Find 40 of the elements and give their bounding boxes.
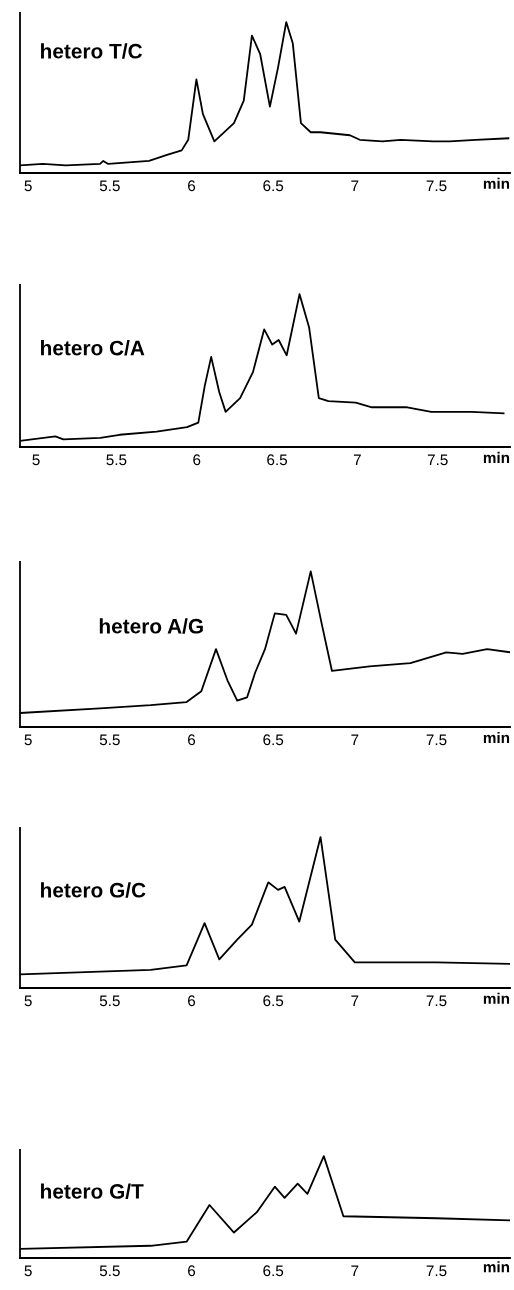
x-tick-label: 6.5 <box>263 180 284 192</box>
x-tick-label: 6.5 <box>263 995 284 1007</box>
x-tick-label: 7 <box>351 734 359 746</box>
text: hetero G/C <box>41 882 146 898</box>
x-tick-label: 6 <box>188 734 196 746</box>
x-tick-label: 5.5 <box>99 734 120 746</box>
x-tick-label: 6.5 <box>267 454 288 466</box>
x-tick-label: 5.5 <box>99 1265 120 1277</box>
x-tick-label: 6.5 <box>263 734 284 746</box>
x-tick-label: 7 <box>351 1265 359 1277</box>
x-tick-label: 5 <box>24 1265 32 1277</box>
x-tick-label: 5.5 <box>99 995 120 1007</box>
x-axis-title: min <box>483 1261 510 1273</box>
x-axis-title: min <box>483 451 510 463</box>
x-tick-label: 7.5 <box>427 454 448 466</box>
x-tick-label: 7.5 <box>426 180 447 192</box>
x-tick-label: 6.5 <box>263 1265 284 1277</box>
text: hetero G/T <box>41 1183 144 1199</box>
text: hetero C/A <box>41 340 145 356</box>
x-tick-label: 5 <box>24 734 32 746</box>
x-axis-title: min <box>483 731 510 744</box>
x-tick-label: 5.5 <box>106 454 127 466</box>
x-axis-title: min <box>483 992 510 1004</box>
x-tick-label: 7.5 <box>426 1265 447 1277</box>
x-tick-label: 7 <box>351 180 359 192</box>
x-tick-label: 5 <box>24 180 32 192</box>
x-tick-label: 6 <box>193 454 201 466</box>
x-tick-label: 7.5 <box>426 734 447 746</box>
x-axis-title: min <box>483 177 510 189</box>
x-tick-label: 5.5 <box>99 180 120 192</box>
x-tick-label: 5 <box>32 454 40 466</box>
x-tick-label: 5 <box>24 995 32 1007</box>
text: hetero T/C <box>41 43 143 59</box>
text: hetero A/G <box>99 618 203 634</box>
x-tick-label: 7.5 <box>426 995 447 1007</box>
x-tick-label: 6 <box>188 180 196 192</box>
x-tick-label: 7 <box>353 454 361 466</box>
x-tick-label: 6 <box>188 995 196 1007</box>
x-tick-label: 7 <box>351 995 359 1007</box>
x-tick-label: 6 <box>188 1265 196 1277</box>
